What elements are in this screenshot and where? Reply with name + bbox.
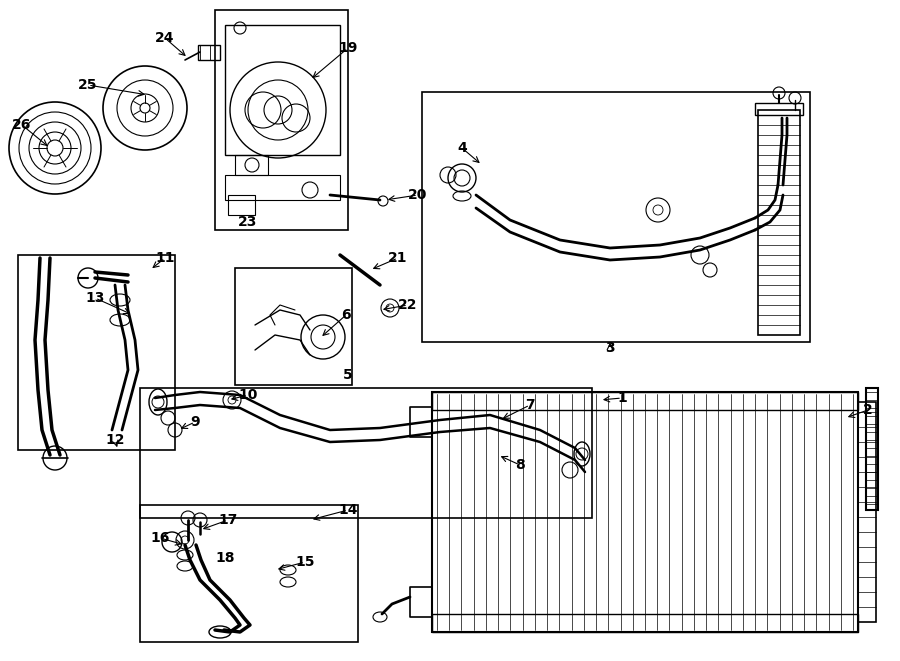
Text: 5: 5 [343,368,353,382]
Text: 19: 19 [338,41,357,55]
Bar [866,388,878,510]
Bar [432,614,858,632]
Bar [215,10,348,230]
Text: 2: 2 [863,403,873,417]
Text: 18: 18 [215,551,235,565]
Bar [422,92,810,342]
Text: 4: 4 [457,141,467,155]
Text: 14: 14 [338,503,358,517]
Text: 12: 12 [105,433,125,447]
Text: 22: 22 [398,298,418,312]
Bar [755,103,803,115]
Bar [432,392,858,410]
Text: 16: 16 [150,531,170,545]
Bar [198,45,220,60]
Text: 15: 15 [295,555,315,569]
Bar [140,388,592,518]
Bar [18,255,175,450]
Text: 8: 8 [515,458,525,472]
Text: 21: 21 [388,251,408,265]
Text: 1: 1 [617,391,627,405]
Text: 3: 3 [605,341,615,355]
Bar [225,175,340,200]
Bar [858,402,876,622]
Text: 23: 23 [238,215,257,229]
Text: 20: 20 [409,188,428,202]
Text: 26: 26 [13,118,32,132]
Text: 17: 17 [219,513,238,527]
Text: 24: 24 [155,31,175,45]
Text: 25: 25 [78,78,98,92]
Bar [228,195,255,215]
Bar [758,110,800,335]
Text: 13: 13 [86,291,104,305]
Bar [432,392,858,632]
Text: 6: 6 [341,308,351,322]
Bar [235,155,268,175]
Text: 11: 11 [155,251,175,265]
Bar [235,268,352,385]
Bar [225,25,340,155]
Text: 10: 10 [238,388,257,402]
Bar [140,505,358,642]
Text: 7: 7 [526,398,535,412]
Text: 9: 9 [190,415,200,429]
